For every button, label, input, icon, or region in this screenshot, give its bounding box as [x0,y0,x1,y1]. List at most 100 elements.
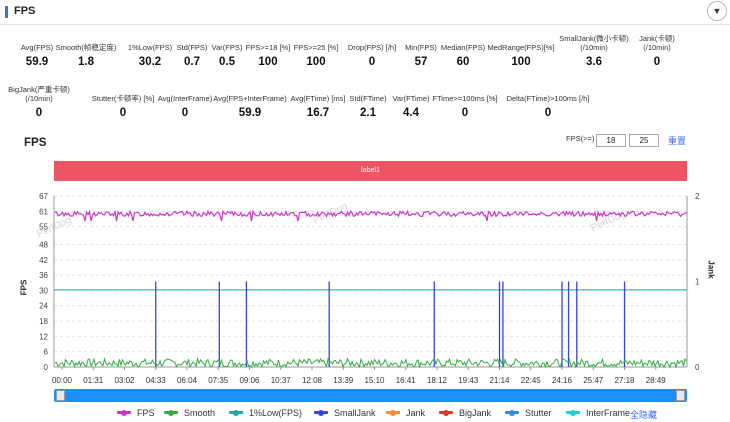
metric-metrics_row2-2: Avg(InterFrame) 0 [140,94,230,119]
y-tick-label: 61 [39,207,48,216]
legend-label: InterFrame [586,408,631,418]
fps-threshold-input-2[interactable]: 25 [629,134,659,147]
y-tick-label: 36 [39,271,48,280]
metric-value: 0 [653,56,661,68]
legend-item-fps[interactable]: FPS [117,408,155,418]
metric-value: 100 [511,56,531,68]
x-tick-label: 25:47 [583,376,604,385]
metric-metrics_row2-8: Delta(FTime)>100ms [/h] 0 [503,94,593,119]
legend-swatch-icon [314,409,328,416]
metric-value: 1.8 [78,56,94,68]
y-tick-label: 48 [39,240,48,249]
metric-label: Std(FPS) [176,43,208,52]
metric-label: SmallJank(微小卡顿) [559,34,629,43]
series-fps-line [54,209,687,222]
metric-label: Avg(FPS+InterFrame) [213,94,287,103]
metric-value: 100 [306,56,326,68]
x-tick-label: 16:41 [396,376,417,385]
legend-item-1-low-fps-[interactable]: 1%Low(FPS) [229,408,302,418]
y-tick-label: 6 [44,348,49,357]
reset-button[interactable]: 重置 [668,136,687,146]
y-tick-label: 24 [39,302,48,311]
legend-swatch-icon [117,409,131,416]
x-tick-label: 21:14 [489,376,510,385]
legend-swatch-icon [505,409,519,416]
legend-label: FPS [137,408,155,418]
time-range-slider[interactable] [54,389,687,402]
metric-metrics_row2-1: Stutter(卡顿率) [%] 0 [78,94,168,119]
legend-item-smooth[interactable]: Smooth [164,408,215,418]
legend-item-smalljank[interactable]: SmallJank [314,408,376,418]
slider-handle-right[interactable] [676,390,685,401]
metric-value: 0 [119,107,127,119]
hide-all-button[interactable]: 全隐藏 [630,410,658,420]
metric-metrics_row1-10: MedRange(FPS)[%] 100 [476,43,566,68]
metric-label: Std(FTime) [349,94,387,103]
y2-tick-label: 0 [695,363,700,372]
x-tick-label: 00:00 [52,376,73,385]
metric-value: 100 [258,56,278,68]
metric-value: 57 [414,56,428,68]
x-tick-label: 01:31 [83,376,104,385]
chart-title: FPS [24,137,47,149]
y2-tick-label: 2 [695,192,700,201]
panel-header: FPS ▼ [0,0,730,25]
legend-dot-icon [318,409,324,416]
metric-label: Smooth(帧稳定度) [55,43,117,52]
metric-metrics_row1-5: FPS>=18 [%] 100 [223,43,313,68]
y-axis-title: FPS [19,279,29,296]
watermark: PerfDog [311,200,350,227]
watermark: PerfDog [589,208,628,235]
fps-threshold-input-1[interactable]: 18 [596,134,626,147]
metric-value: 16.7 [306,107,330,119]
metric-label: Var(FPS) [211,43,243,52]
legend-item-jank[interactable]: Jank [386,408,425,418]
legend-label: BigJank [459,408,492,418]
legend-item-interframe[interactable]: InterFrame [566,408,630,418]
series-smooth-line [54,356,687,369]
metric-value: 2.1 [360,107,376,119]
metric-value: 0 [544,107,552,119]
legend-item-bigjank[interactable]: BigJank [439,408,491,418]
metric-label: Stutter(卡顿率) [%] [91,94,155,103]
metric-metrics_row1-0: Avg(FPS) 59.9 [0,43,82,68]
metric-metrics_row1-2: 1%Low(FPS) 30.2 [105,43,195,68]
legend-item-stutter[interactable]: Stutter [505,408,552,418]
x-tick-label: 27:18 [614,376,635,385]
metric-value: 59.9 [238,107,262,119]
legend-swatch-icon [164,409,178,416]
metric-metrics_row2-5: Std(FTime) 2.1 [323,94,413,119]
legend-dot-icon [233,409,239,416]
legend-label: Smooth [184,408,216,418]
y-tick-label: 12 [39,332,48,341]
metric-label: BigJank(严重卡顿) [8,85,70,94]
legend-swatch-icon [566,409,580,416]
slider-handle-left[interactable] [56,390,65,401]
metric-label: Avg(InterFrame) [157,94,213,103]
x-tick-label: 19:43 [458,376,479,385]
metric-metrics_row1-12: Jank(卡顿) (/10min) 0 [612,34,702,68]
legend-label: 1%Low(FPS) [249,408,303,418]
metric-label-unit: (/10min) [643,43,671,52]
legend-dot-icon [390,409,396,416]
metric-metrics_row1-4: Var(FPS) 0.5 [182,43,272,68]
metric-metrics_row2-0: BigJank(严重卡顿) (/10min) 0 [0,85,84,119]
collapse-chevron-icon[interactable]: ▼ [707,1,727,21]
metric-value: 0.7 [184,56,200,68]
metric-label: Jank(卡顿) [639,34,675,43]
header-accent-bar [5,6,8,18]
label-band[interactable]: label1 [54,161,687,181]
metric-metrics_row1-11: SmallJank(微小卡顿) (/10min) 3.6 [549,34,639,68]
metric-metrics_row1-3: Std(FPS) 0.7 [147,43,237,68]
metric-metrics_row2-4: Avg(FTime) [ms] 16.7 [273,94,363,119]
metric-metrics_row2-6: Var(FTime) 4.4 [366,94,456,119]
metric-label-unit: (/10min) [580,43,608,52]
metric-label: Delta(FTime)>100ms [/h] [506,94,590,103]
x-tick-label: 06:04 [177,376,198,385]
x-tick-label: 04:33 [146,376,167,385]
metric-value: 0.5 [219,56,235,68]
x-tick-label: 22:45 [521,376,542,385]
metric-label: Var(FTime) [392,94,430,103]
x-tick-label: 09:06 [239,376,260,385]
legend-swatch-icon [386,409,400,416]
